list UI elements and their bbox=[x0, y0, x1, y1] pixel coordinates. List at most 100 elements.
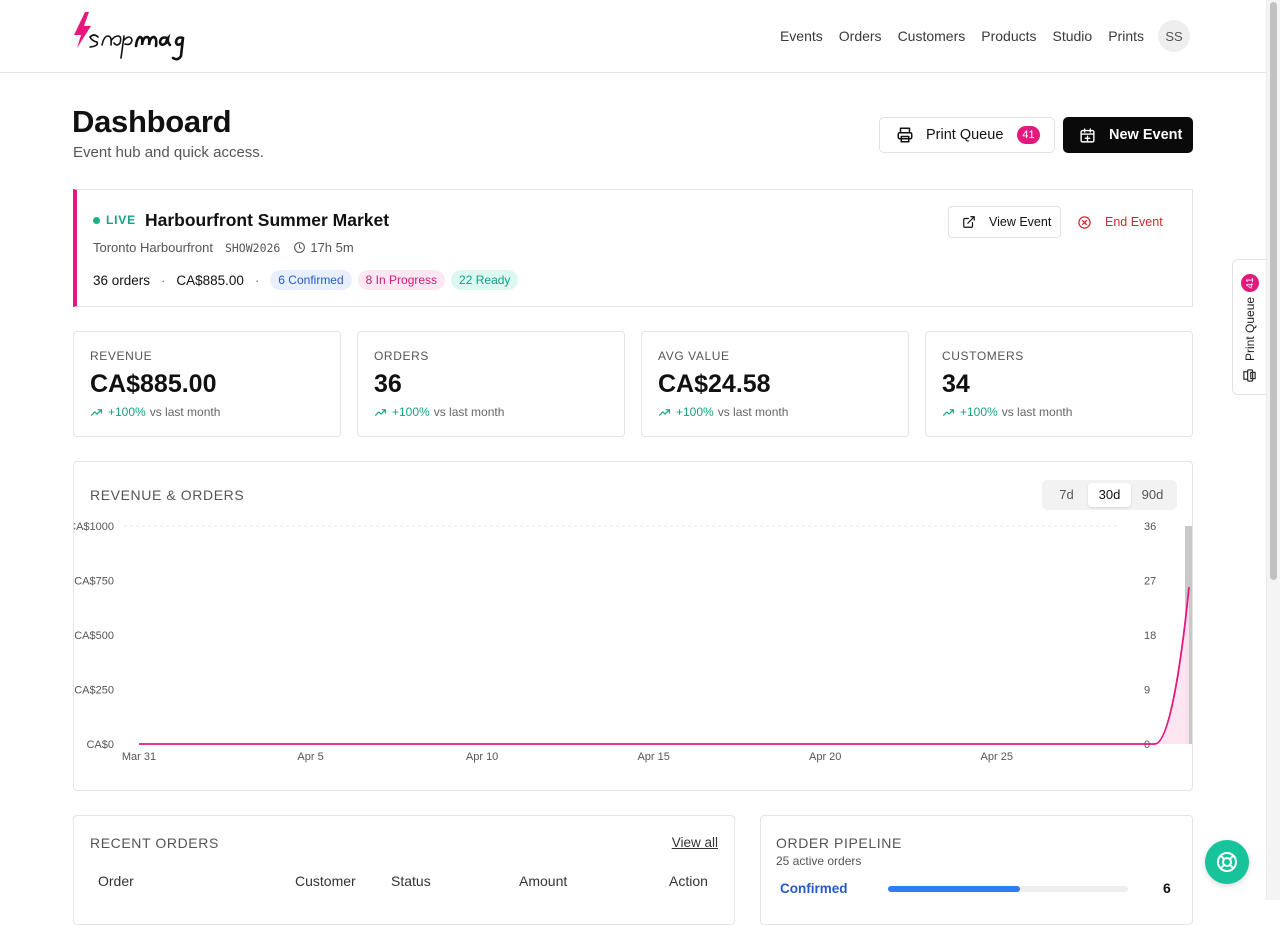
pipeline-row-track bbox=[888, 886, 1128, 892]
nav-prints[interactable]: Prints bbox=[1108, 28, 1144, 44]
event-title: Harbourfront Summer Market bbox=[145, 210, 390, 230]
calendar-plus-icon bbox=[1080, 127, 1095, 143]
new-event-button[interactable]: New Event bbox=[1063, 117, 1193, 153]
nav-links: Events Orders Customers Products Studio … bbox=[780, 20, 1190, 52]
help-button[interactable] bbox=[1205, 840, 1249, 884]
revenue-line bbox=[139, 586, 1190, 745]
side-tab-label: Print Queue bbox=[1243, 296, 1257, 361]
x-tick-label: Apr 10 bbox=[466, 751, 498, 763]
column-header-status[interactable]: Status bbox=[391, 873, 431, 889]
stat-delta-value: +100% bbox=[676, 405, 714, 419]
stat-label: AVG VALUE bbox=[658, 349, 730, 363]
page-subtitle: Event hub and quick access. bbox=[73, 144, 264, 161]
top-nav: Events Orders Customers Products Studio … bbox=[0, 0, 1266, 73]
stat-value: 34 bbox=[942, 370, 970, 398]
brand-logo-icon bbox=[74, 12, 185, 61]
y-right-tick-label: 9 bbox=[1144, 685, 1150, 697]
trending-up-icon bbox=[91, 408, 102, 416]
event-location: Toronto Harbourfront bbox=[93, 240, 213, 255]
nav-events[interactable]: Events bbox=[779, 28, 823, 44]
revenue-orders-chart-card: CA$0 CA$250 CA$500 CA$750 CA$1000 0 9 18 27 36 Mar… bbox=[73, 461, 1193, 791]
y-left-tick-label: CA$1000 bbox=[74, 521, 114, 533]
live-event-card: LIVE Harbourfront Summer Market Toronto … bbox=[73, 189, 1193, 307]
y-left-tick-label: CA$250 bbox=[74, 685, 114, 697]
x-tick-label: Apr 5 bbox=[297, 751, 323, 763]
stat-delta-value: +100% bbox=[108, 405, 146, 419]
live-dot-icon bbox=[93, 216, 100, 224]
live-label: LIVE bbox=[106, 213, 136, 227]
print-queue-label: Print Queue bbox=[926, 127, 1004, 143]
stat-value: CA$885.00 bbox=[90, 370, 217, 398]
pipeline-subtitle: 25 active orders bbox=[776, 854, 862, 868]
pipeline-row-label[interactable]: Confirmed bbox=[780, 881, 848, 896]
order-pipeline-card: ORDER PIPELINE 25 active orders Confirme… bbox=[760, 815, 1193, 925]
y-right-tick-label: 36 bbox=[1144, 521, 1156, 533]
event-meta: Toronto Harbourfront SHOW2026 17h 5m bbox=[93, 240, 354, 255]
side-tab-count-badge: 41 bbox=[1241, 274, 1259, 292]
y-left-tick-label: CA$0 bbox=[86, 739, 114, 751]
stat-delta-note: vs last month bbox=[717, 405, 789, 419]
page-scrollbar[interactable] bbox=[1266, 0, 1280, 900]
stat-card-avg-value: AVG VALUE CA$24.58 +100% vs last month bbox=[641, 331, 909, 437]
view-event-button[interactable]: View Event bbox=[948, 206, 1061, 238]
print-queue-side-tab[interactable]: 41 Print Queue bbox=[1232, 259, 1266, 395]
range-toggle: 7d 30d 90d bbox=[1042, 480, 1177, 510]
y-left-tick-label: CA$750 bbox=[74, 576, 114, 588]
x-tick-label: Apr 15 bbox=[637, 751, 669, 763]
stat-delta: +100% vs last month bbox=[374, 405, 504, 419]
print-queue-button[interactable]: Print Queue 41 bbox=[879, 117, 1055, 153]
scrollbar-thumb[interactable] bbox=[1270, 2, 1277, 580]
column-header-amount[interactable]: Amount bbox=[519, 873, 568, 889]
range-7d-button[interactable]: 7d bbox=[1059, 487, 1074, 502]
pipeline-title: ORDER PIPELINE bbox=[776, 835, 902, 851]
stat-label: REVENUE bbox=[90, 349, 153, 363]
x-circle-icon bbox=[1078, 215, 1091, 229]
stat-delta-note: vs last month bbox=[433, 405, 505, 419]
lifebuoy-icon bbox=[1217, 852, 1237, 872]
nav-customers[interactable]: Customers bbox=[897, 28, 966, 44]
nav-orders[interactable]: Orders bbox=[838, 28, 882, 44]
ready-badge: 22 Ready bbox=[451, 270, 519, 290]
recent-orders-title: RECENT ORDERS bbox=[90, 835, 219, 851]
range-90d-button[interactable]: 90d bbox=[1141, 487, 1164, 502]
column-header-customer[interactable]: Customer bbox=[295, 873, 356, 889]
trending-up-icon bbox=[659, 408, 670, 416]
recent-orders-card: RECENT ORDERS View all Order Customer St… bbox=[73, 815, 735, 925]
new-event-label: New Event bbox=[1109, 127, 1183, 143]
separator-dot: · bbox=[161, 272, 166, 288]
column-header-order[interactable]: Order bbox=[98, 873, 134, 889]
view-all-orders-link[interactable]: View all bbox=[671, 835, 718, 850]
end-event-label: End Event bbox=[1105, 215, 1163, 229]
stat-label: ORDERS bbox=[374, 349, 429, 363]
print-queue-count-badge: 41 bbox=[1017, 126, 1040, 144]
event-duration: 17h 5m bbox=[310, 240, 354, 255]
y-right-tick-label: 27 bbox=[1144, 576, 1156, 588]
stat-card-customers: CUSTOMERS 34 +100% vs last month bbox=[925, 331, 1193, 437]
printer-icon bbox=[1243, 369, 1256, 382]
x-tick-label: Mar 31 bbox=[122, 751, 156, 763]
event-orders: 36 orders bbox=[93, 272, 151, 288]
printer-icon bbox=[897, 127, 913, 143]
user-avatar[interactable]: SS bbox=[1158, 20, 1190, 52]
range-30d-button[interactable]: 30d bbox=[1088, 483, 1131, 507]
end-event-button[interactable]: End Event bbox=[1077, 206, 1163, 238]
x-tick-label: Apr 25 bbox=[981, 751, 1013, 763]
y-right-tick-label: 18 bbox=[1144, 630, 1156, 642]
event-stats: 36 orders · CA$885.00 · 6 Confirmed 8 In… bbox=[93, 270, 519, 290]
stat-delta: +100% vs last month bbox=[90, 405, 220, 419]
event-code: SHOW2026 bbox=[224, 240, 281, 255]
view-event-label: View Event bbox=[989, 215, 1052, 229]
trending-up-icon bbox=[943, 408, 954, 416]
brand-logo[interactable] bbox=[72, 10, 212, 62]
nav-studio[interactable]: Studio bbox=[1052, 28, 1093, 44]
nav-products[interactable]: Products bbox=[981, 28, 1037, 44]
revenue-area bbox=[1154, 587, 1189, 744]
revenue-orders-chart: CA$0 CA$250 CA$500 CA$750 CA$1000 0 9 18 27 36 Mar… bbox=[74, 521, 1192, 763]
pipeline-row-count: 6 bbox=[1163, 880, 1171, 896]
confirmed-badge: 6 Confirmed bbox=[270, 270, 352, 290]
chart-title: REVENUE & ORDERS bbox=[90, 487, 245, 503]
stat-delta: +100% vs last month bbox=[942, 405, 1072, 419]
live-indicator: LIVE bbox=[93, 213, 136, 227]
y-left-tick-label: CA$500 bbox=[74, 630, 114, 642]
stat-card-revenue: REVENUE CA$885.00 +100% vs last month bbox=[73, 331, 341, 437]
